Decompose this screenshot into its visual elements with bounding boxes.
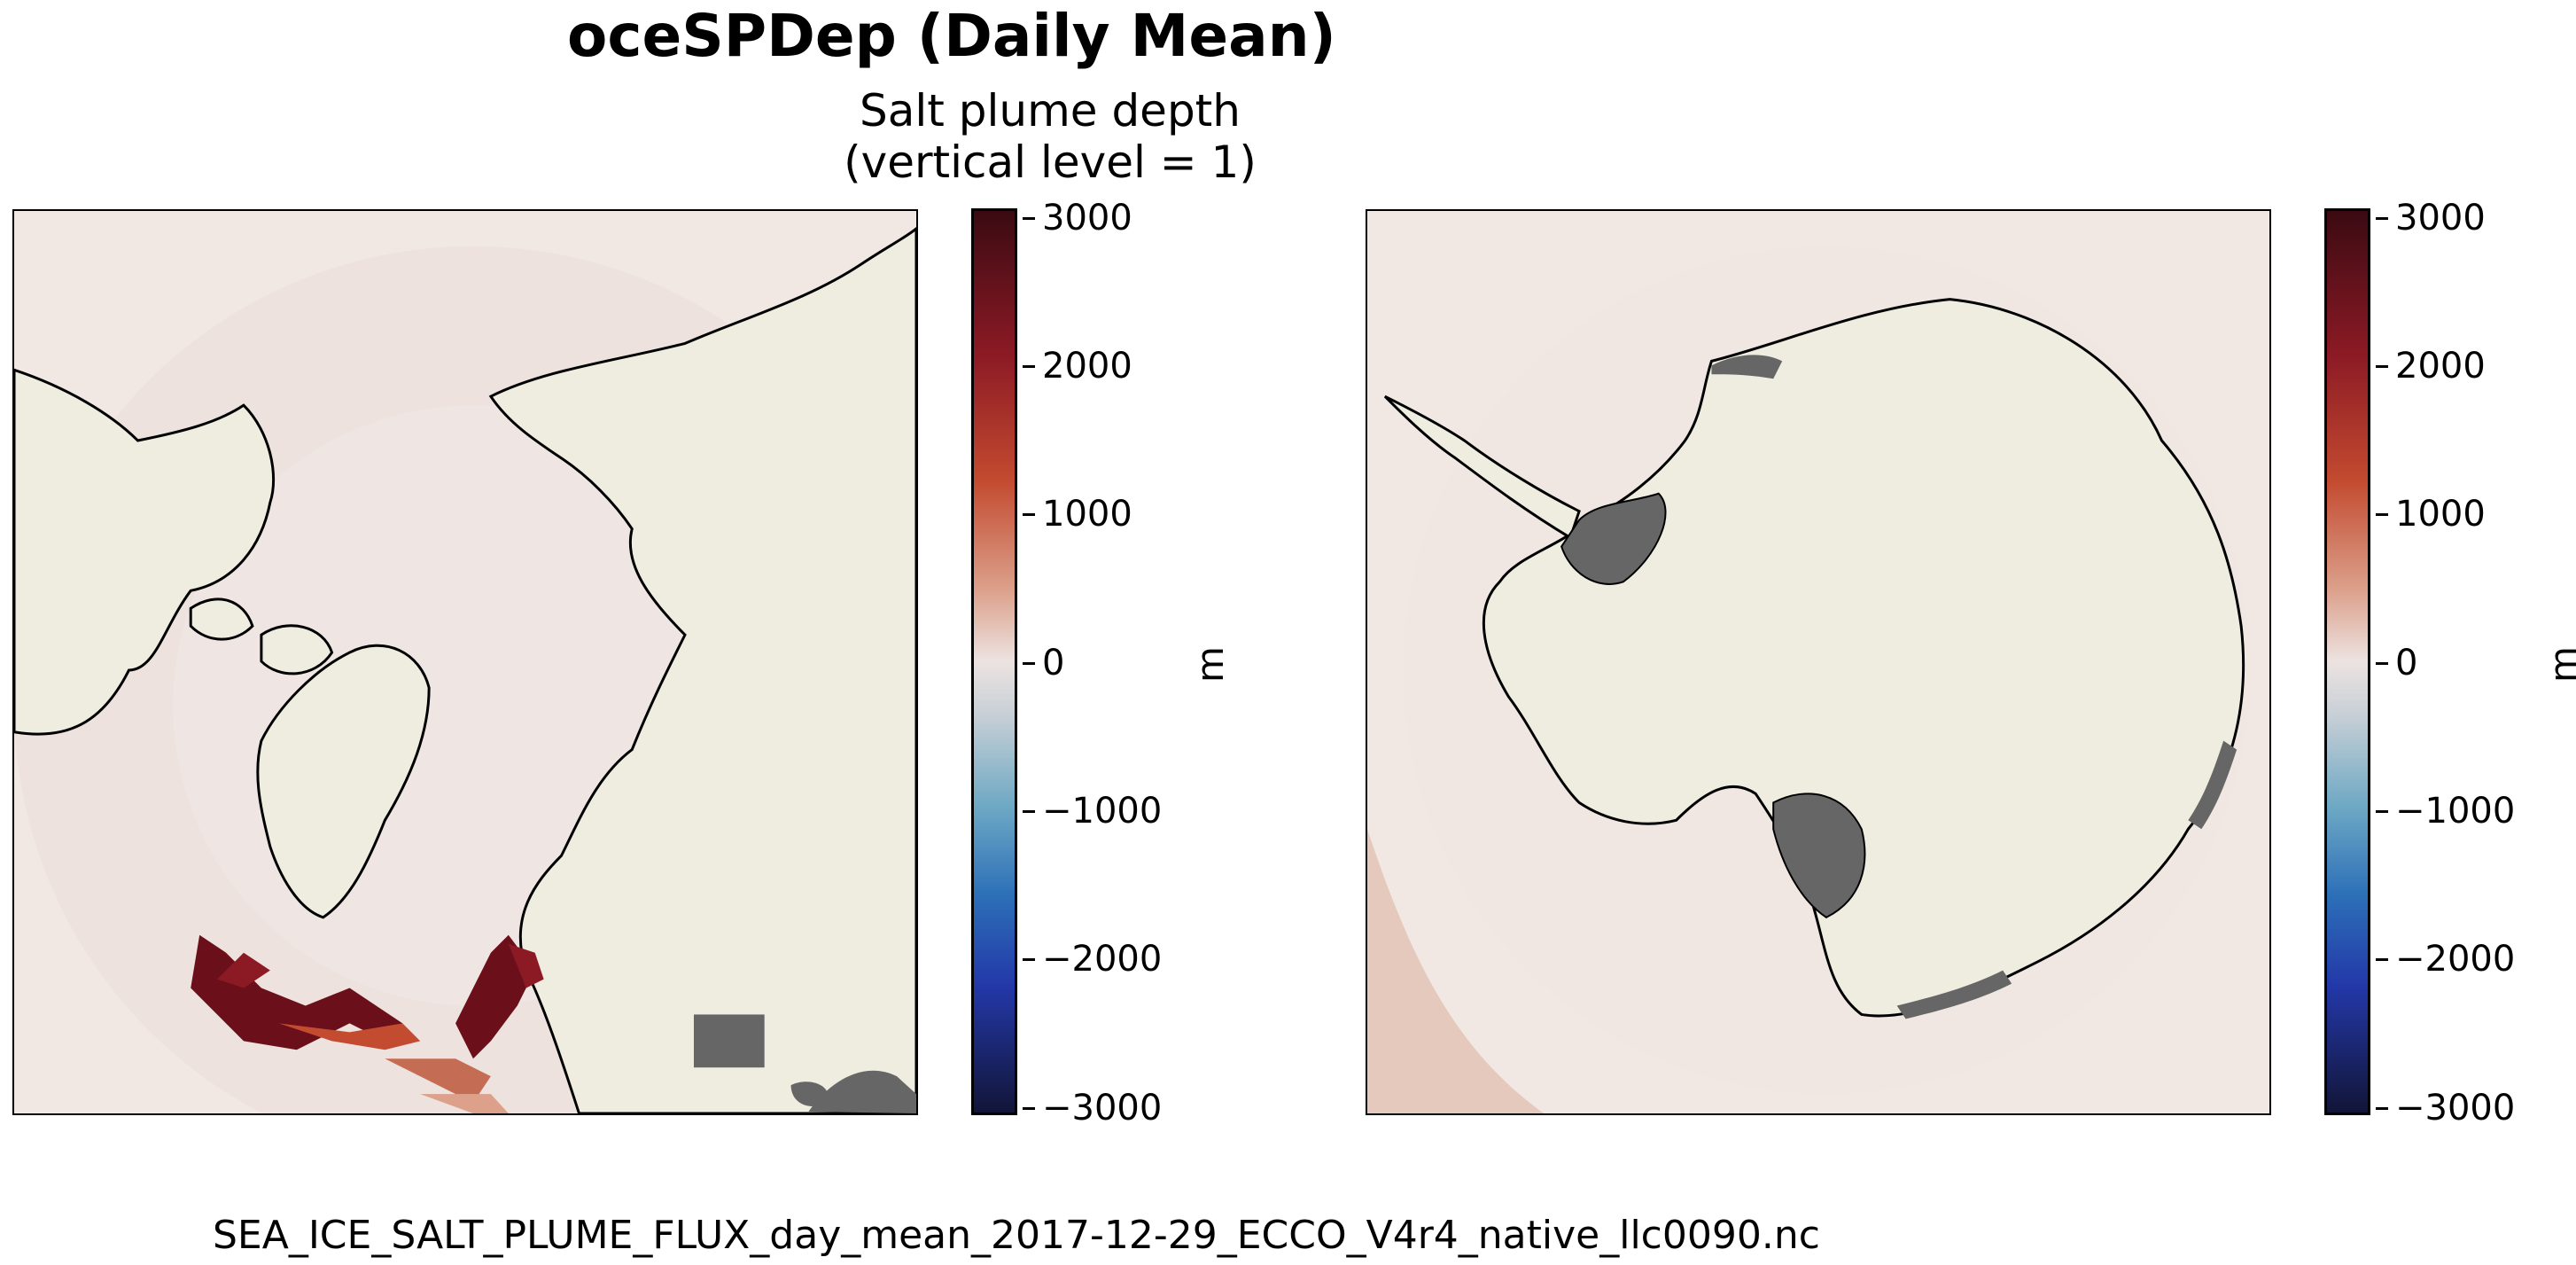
eurasia-land <box>488 226 916 1113</box>
ross-ice-shelf-mask <box>1772 793 1866 919</box>
shelf-mask-1 <box>808 1070 916 1113</box>
cbar-left-tick-minus1000: −1000 <box>1022 791 1163 832</box>
cbar-right-tick-2000: 2000 <box>2376 346 2486 387</box>
colorbar-left-unit: m <box>1187 646 1232 683</box>
colorbar-left <box>971 208 1017 1115</box>
subtitle-line-1: Salt plume depth <box>860 85 1241 137</box>
cbar-right-tick-minus3000: −3000 <box>2375 1088 2516 1128</box>
cbar-left-tick-3000: 3000 <box>1023 198 1132 238</box>
colorbar-right <box>2324 208 2370 1115</box>
cbar-right-tick-1000: 1000 <box>2376 494 2486 535</box>
cbar-left-tick-2000: 2000 <box>1023 346 1132 387</box>
salt-plume-high-region <box>191 934 544 1113</box>
shelf-mask-3 <box>790 1081 829 1106</box>
north-america-land <box>14 368 276 736</box>
cbar-right-tick-minus1000: −1000 <box>2375 791 2516 832</box>
cbar-right-tick-minus2000: −2000 <box>2375 939 2516 980</box>
shelf-mask-4 <box>693 1014 765 1068</box>
weddell-ice-shelf-mask <box>1560 492 1667 585</box>
coastal-mask-3 <box>1896 970 2012 1019</box>
antarctic-peninsula-land <box>1383 394 1581 540</box>
antarctic-map <box>1366 209 2271 1115</box>
figure-subtitle: Salt plume depth (vertical level = 1) <box>691 85 1409 188</box>
antarctica-land <box>1482 298 2245 1018</box>
arctic-island-2 <box>189 597 254 641</box>
figure-title: oceSPDep (Daily Mean) <box>567 2 1336 70</box>
cbar-left-tick-minus3000: −3000 <box>1022 1088 1163 1128</box>
cbar-left-tick-1000: 1000 <box>1023 494 1132 535</box>
coastal-mask-2 <box>2188 740 2237 830</box>
source-filename: SEA_ICE_SALT_PLUME_FLUX_day_mean_2017-12… <box>213 1213 1820 1258</box>
cbar-right-tick-0: 0 <box>2375 643 2418 683</box>
arctic-map <box>12 209 918 1115</box>
coastal-mask-1 <box>1711 355 1783 379</box>
greenland-land <box>256 644 431 919</box>
arctic-map-canvas <box>14 211 916 1113</box>
arctic-island-1 <box>260 624 334 675</box>
antarctic-map-canvas <box>1367 211 2269 1113</box>
cbar-left-tick-minus2000: −2000 <box>1022 939 1163 980</box>
colorbar-right-unit: m <box>2541 646 2576 683</box>
cbar-left-tick-0: 0 <box>1022 643 1065 683</box>
subtitle-line-2: (vertical level = 1) <box>844 137 1257 188</box>
cbar-right-tick-3000: 3000 <box>2376 198 2486 238</box>
